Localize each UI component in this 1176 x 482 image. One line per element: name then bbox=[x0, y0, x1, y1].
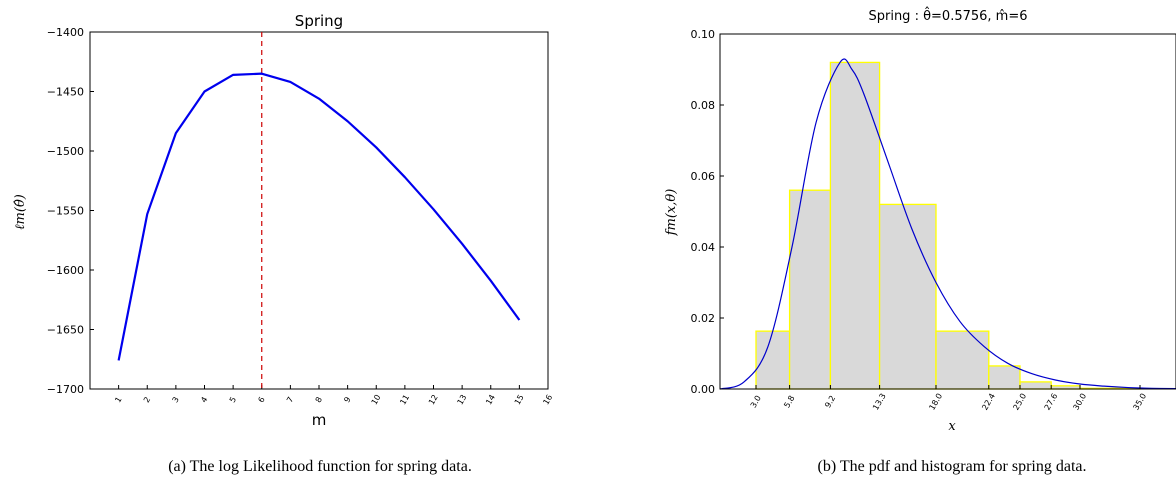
pdf-curve bbox=[719, 58, 1176, 390]
histogram-bar-0 bbox=[755, 330, 791, 390]
x-tick-label-a-9: 10 bbox=[370, 393, 383, 406]
histogram-bar-5 bbox=[988, 365, 1021, 390]
histogram-bar-2 bbox=[829, 61, 881, 390]
x-tick-label-a-7: 8 bbox=[314, 395, 324, 404]
chart-marks-a bbox=[117, 32, 521, 389]
y-tick-label-a-4: −1500 bbox=[47, 145, 84, 158]
x-tick-label-b-4: 18.0 bbox=[927, 392, 944, 412]
x-tick-label-a-2: 3 bbox=[171, 395, 181, 404]
y-tick-label-a-1: −1650 bbox=[47, 324, 84, 337]
caption-b: (b) The pdf and histogram for spring dat… bbox=[818, 458, 1087, 475]
x-tick-label-a-13: 14 bbox=[484, 393, 497, 406]
x-tick-label-b-8: 30.0 bbox=[1071, 392, 1088, 412]
histogram-bars bbox=[755, 61, 1141, 390]
y-axis-label-b: fm(x,θ) bbox=[664, 189, 679, 237]
caption-a: (a) The log Likelihood function for spri… bbox=[168, 458, 472, 475]
y-tick-label-b-2: 0.04 bbox=[691, 241, 716, 254]
histogram-bar-3 bbox=[878, 203, 937, 390]
y-axis-label-a: ℓm(θ̂) bbox=[13, 194, 28, 230]
histogram-bar-1 bbox=[788, 189, 832, 390]
x-tick-label-b-9: 35.0 bbox=[1131, 392, 1148, 412]
x-tick-label-a-14: 15 bbox=[513, 393, 526, 406]
x-tick-label-a-15: 16 bbox=[541, 393, 554, 406]
y-tick-label-a-3: −1550 bbox=[47, 205, 84, 218]
x-tick-label-a-8: 9 bbox=[342, 395, 352, 404]
x-tick-label-a-5: 6 bbox=[256, 395, 266, 404]
x-tick-label-a-3: 4 bbox=[199, 395, 209, 404]
x-tick-label-b-0: 3.0 bbox=[749, 394, 763, 410]
pdf-curve-group bbox=[719, 58, 1176, 390]
x-axis-label-b: x bbox=[948, 419, 956, 434]
x-tick-label-b-1: 5.8 bbox=[782, 394, 796, 410]
y-tick-label-b-5: 0.10 bbox=[691, 28, 716, 41]
x-tick-label-a-11: 12 bbox=[427, 393, 440, 406]
y-tick-label-a-2: −1600 bbox=[47, 264, 84, 277]
y-tick-label-a-0: −1700 bbox=[47, 383, 84, 396]
x-axis-label-a: m bbox=[312, 411, 327, 429]
y-tick-label-b-3: 0.06 bbox=[691, 170, 716, 183]
x-tick-label-a-1: 2 bbox=[142, 395, 152, 404]
y-axis-ticks-b: 0.00 0.02 0.04 0.06 0.08 0.10 bbox=[691, 28, 724, 396]
y-tick-label-b-1: 0.02 bbox=[691, 312, 716, 325]
x-tick-label-a-6: 7 bbox=[285, 395, 295, 404]
log-likelihood-line bbox=[117, 72, 521, 361]
y-axis-ticks-a: −1700 −1650 −1600 −1550 −1500 −1450 −1400 bbox=[47, 26, 94, 396]
x-tick-label-b-2: 9.2 bbox=[823, 394, 837, 410]
x-tick-label-a-0: 1 bbox=[113, 395, 123, 404]
histogram-bar-6 bbox=[1019, 381, 1052, 390]
chart-title-a: Spring bbox=[295, 12, 343, 30]
x-tick-label-b-5: 22.4 bbox=[980, 392, 997, 412]
histogram-bar-4 bbox=[935, 330, 990, 390]
x-tick-label-b-6: 25.0 bbox=[1011, 392, 1028, 412]
x-tick-label-a-12: 13 bbox=[456, 393, 469, 406]
x-axis-ticks-a: 1 2 3 4 5 6 7 8 9 10 11 12 13 14 15 16 bbox=[113, 385, 554, 406]
plot-area-b bbox=[719, 33, 1176, 390]
y-tick-label-b-4: 0.08 bbox=[691, 99, 716, 112]
plot-area-a bbox=[89, 31, 549, 390]
y-tick-label-a-5: −1450 bbox=[47, 86, 84, 99]
chart-title-b: Spring : θ̂=0.5756, m̂=6 bbox=[868, 7, 1027, 24]
x-tick-label-a-4: 5 bbox=[228, 395, 238, 404]
x-tick-label-a-10: 11 bbox=[398, 393, 411, 406]
y-tick-label-b-0: 0.00 bbox=[691, 383, 716, 396]
x-tick-label-b-7: 27.6 bbox=[1043, 392, 1060, 412]
x-tick-label-b-3: 13.3 bbox=[871, 392, 888, 412]
y-tick-label-a-6: −1400 bbox=[47, 26, 84, 39]
pdf-histogram-chart: 0.00 0.02 0.04 0.06 0.08 0.10 3.0 5.8 9.2 13.3 18… bbox=[664, 7, 1176, 475]
